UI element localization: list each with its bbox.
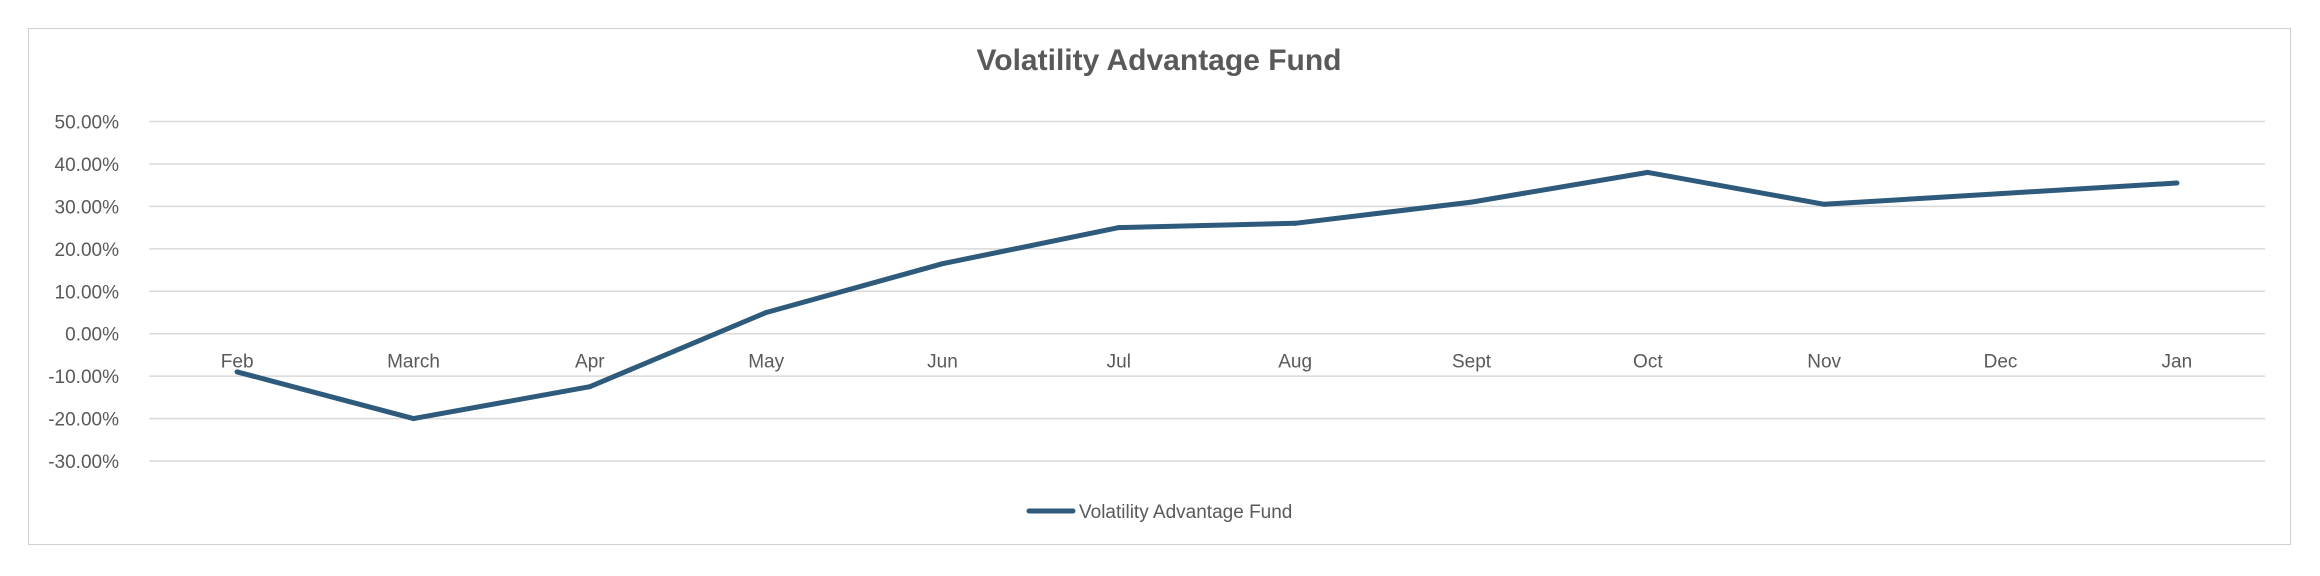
x-tick-label: Jul xyxy=(1107,352,1131,373)
gridlines xyxy=(149,120,2265,462)
y-tick-label: 50.00% xyxy=(55,113,120,134)
y-tick-label: 40.00% xyxy=(55,155,120,176)
x-tick-label: Feb xyxy=(221,352,254,373)
y-tick-label: 0.00% xyxy=(65,325,119,346)
series-line xyxy=(234,169,2180,422)
x-tick-label: Oct xyxy=(1633,352,1663,373)
data-point xyxy=(1645,169,1651,175)
chart-frame: Volatility Advantage Fund 50.00% 40.00% 30… xyxy=(28,28,2291,545)
y-tick-label: -10.00% xyxy=(48,367,119,388)
line-chart: Volatility Advantage Fund 50.00% 40.00% 30… xyxy=(48,44,2265,523)
x-tick-label: Sept xyxy=(1452,352,1492,373)
data-point xyxy=(1469,199,1474,205)
y-tick-label: -20.00% xyxy=(48,410,119,431)
legend-label: Volatility Advantage Fund xyxy=(1079,502,1292,523)
data-point xyxy=(1292,220,1298,226)
x-tick-label: Jun xyxy=(927,352,958,373)
x-tick-label: Apr xyxy=(575,352,605,373)
x-tick-label: May xyxy=(748,352,784,373)
data-point xyxy=(2174,180,2180,186)
chart-title: Volatility Advantage Fund xyxy=(976,44,1341,77)
data-point xyxy=(1116,225,1122,231)
y-tick-label: 30.00% xyxy=(55,197,120,218)
y-tick-label: 10.00% xyxy=(55,282,120,303)
y-tick-label: -30.00% xyxy=(48,452,119,473)
legend: Volatility Advantage Fund xyxy=(1026,502,1292,523)
y-tick-label: 20.00% xyxy=(55,240,120,261)
x-tick-label: Aug xyxy=(1278,352,1312,373)
y-axis-tick-labels: 50.00% 40.00% 30.00% 20.00% 10.00% 0.00% -10.0… xyxy=(48,113,119,474)
data-point xyxy=(587,384,593,390)
x-axis-tick-labels: Feb March Apr May Jun Jul Aug Sept Oct Nov Dec Jan xyxy=(221,352,2192,373)
x-tick-label: Dec xyxy=(1984,352,2018,373)
x-tick-label: Jan xyxy=(2162,352,2193,373)
data-point xyxy=(411,416,416,422)
data-point xyxy=(763,309,769,315)
data-point xyxy=(1998,191,2003,197)
data-point xyxy=(1821,201,1827,207)
x-tick-label: March xyxy=(387,352,440,373)
data-point xyxy=(234,369,240,375)
data-point xyxy=(940,261,945,267)
series-lines xyxy=(234,169,2180,422)
x-tick-label: Nov xyxy=(1807,352,1841,373)
